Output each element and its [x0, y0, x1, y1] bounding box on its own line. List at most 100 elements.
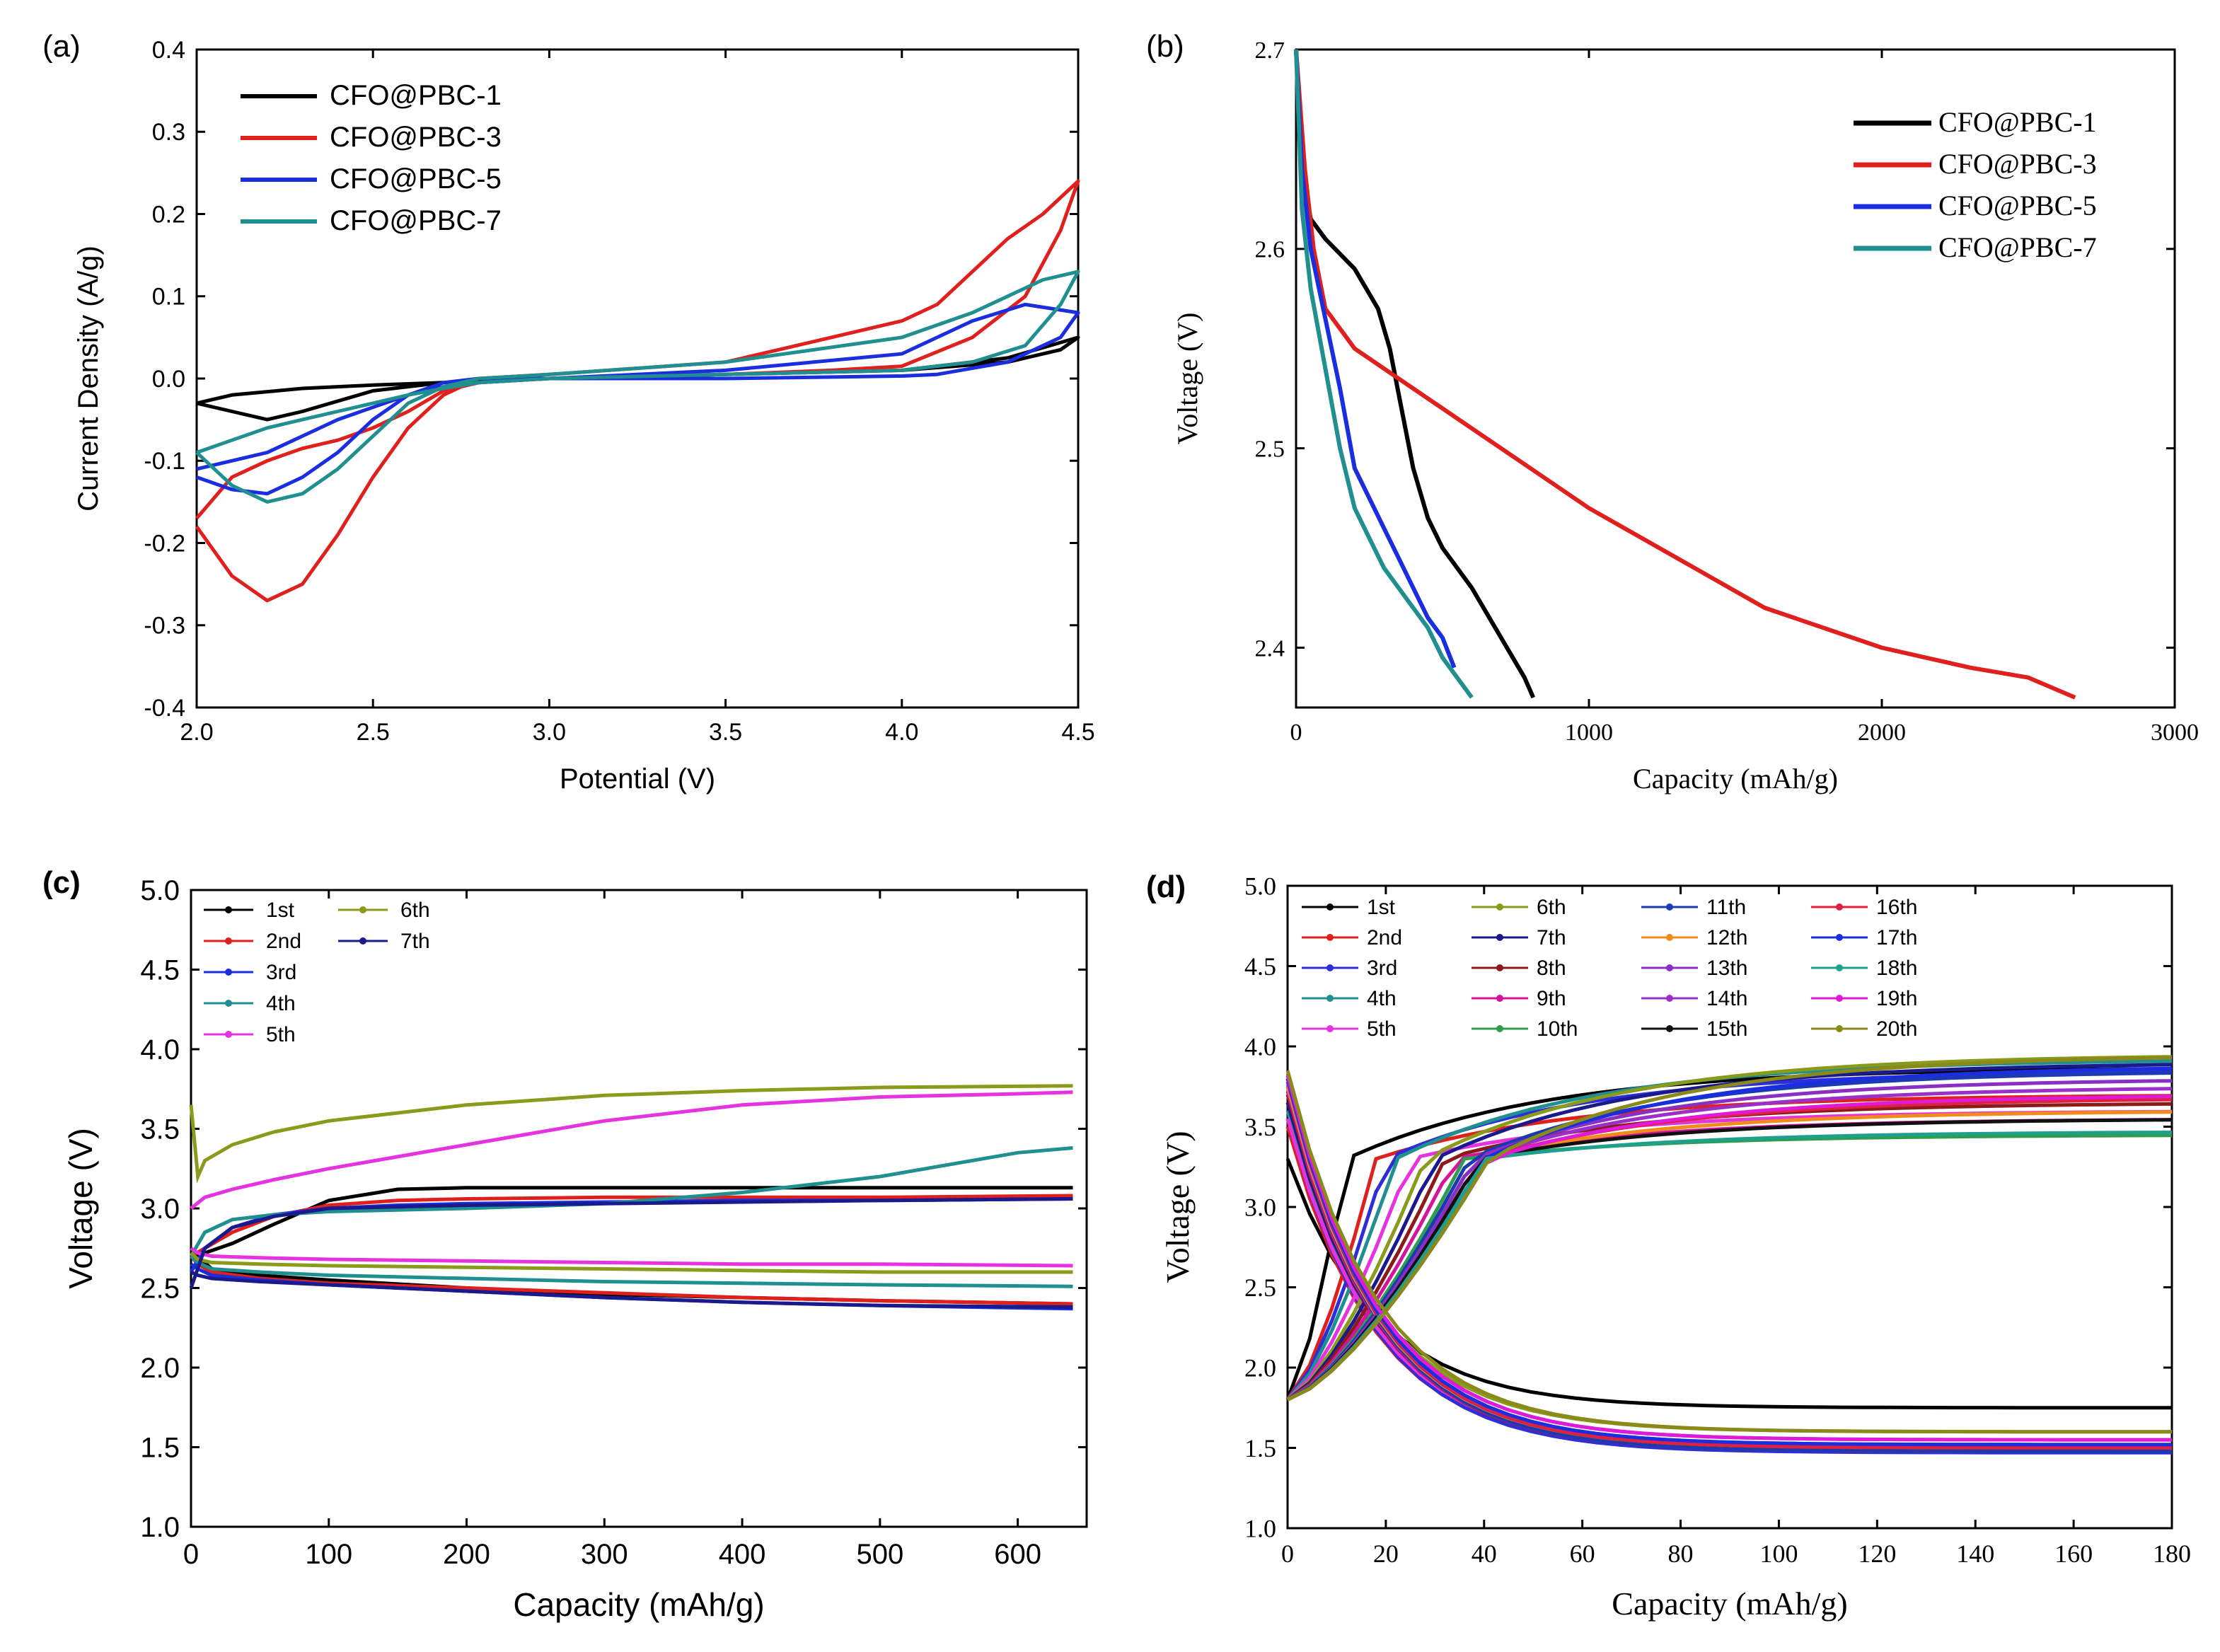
x-tick-label: 0: [1281, 1540, 1294, 1568]
y-tick-label: 4.0: [140, 1034, 180, 1065]
legend-marker: [1326, 995, 1334, 1002]
legend-label: 1st: [266, 899, 295, 922]
x-axis-label: Capacity (mAh/g): [1633, 763, 1838, 795]
legend-marker: [1666, 995, 1673, 1002]
y-tick-label: 2.5: [1255, 437, 1285, 463]
series-discharge-1st: [1285, 1157, 2172, 1410]
legend-marker: [1836, 964, 1843, 971]
y-tick-label: 1.5: [1244, 1434, 1276, 1462]
y-tick-label: 3.5: [140, 1114, 180, 1145]
panel-a: (a) 2.0 2.5 3.0 3.5 4.0 4.5 -0.4 -0.3 -0.2 -0.1 0.0…: [42, 29, 1095, 795]
legend-marker: [1666, 964, 1673, 971]
x-tick-label: 3000: [2151, 720, 2199, 746]
series-charge-5th: [190, 1090, 1073, 1210]
y-tick-label: 4.5: [1244, 952, 1276, 981]
series-charge-18th: [1286, 1131, 2173, 1402]
series-discharge-11th: [1285, 1086, 2172, 1453]
legend-label: 10th: [1537, 1017, 1578, 1041]
x-tick-label: 200: [443, 1539, 490, 1570]
series-discharge-7th: [1285, 1102, 2172, 1450]
y-tick-label: -0.3: [144, 613, 185, 640]
series-discharge-5th: [1285, 1118, 2172, 1450]
series-charge-7th: [189, 1197, 1073, 1289]
y-tick-label: 1.5: [140, 1433, 180, 1464]
plot-frame: [1295, 48, 2176, 709]
x-tick-label: 3.5: [709, 719, 742, 746]
series-line-CFO@PBC-7: [195, 270, 1080, 504]
legend-label: 20th: [1876, 1017, 1917, 1041]
y-tick-label: 0.0: [152, 366, 185, 393]
legend-label: 7th: [1537, 926, 1566, 949]
legend-marker: [1666, 1025, 1673, 1032]
series-line-CFO@PBC-3: [195, 179, 1080, 603]
series-discharge-7th: [190, 1270, 1073, 1309]
series-charge-13th: [1286, 1079, 2173, 1402]
x-tick-label: 4.5: [1061, 719, 1094, 746]
legend-marker: [1496, 995, 1503, 1002]
series-line-CFO@PBC-5: [196, 302, 1080, 496]
panel-d: (d) 0 20 40 60 80 100 120 140 160 180 1.0 1.5 2.0 2.5 3…: [1146, 870, 2191, 1622]
x-tick-label: 300: [581, 1539, 628, 1570]
x-tick-label: 40: [1472, 1540, 1497, 1568]
series-discharge-2nd: [190, 1254, 1073, 1306]
x-tick-label: 120: [1858, 1540, 1896, 1568]
series-line-CFO@PBC-5: [1294, 49, 1457, 669]
legend-label: 16th: [1876, 896, 1917, 919]
legend-marker: [225, 906, 232, 913]
x-axis-label: Capacity (mAh/g): [513, 1586, 764, 1623]
series-discharge-2nd: [1285, 1126, 2172, 1453]
x-tick-label: 500: [856, 1539, 903, 1570]
legend-marker: [1836, 995, 1843, 1002]
legend-marker: [1666, 934, 1673, 941]
legend-marker: [225, 1000, 232, 1007]
legend-label: 17th: [1876, 926, 1917, 949]
legend-label: 12th: [1706, 926, 1747, 949]
series-discharge-5th: [190, 1247, 1073, 1268]
x-tick-label: 80: [1668, 1540, 1694, 1568]
legend-label: 2nd: [266, 930, 301, 953]
legend-label: CFO@PBC-3: [330, 122, 502, 153]
legend-label: 7th: [400, 930, 430, 953]
panel-b: (b) 0 1000 2000 3000 2.4 2.5 2.6 2.7 Capacity (mA…: [1146, 29, 2199, 795]
series-discharge-19th: [1285, 1075, 2172, 1442]
legend-marker: [1326, 903, 1334, 911]
series-charge-4th: [189, 1146, 1073, 1257]
legend-label: 9th: [1537, 987, 1566, 1010]
legend-label: 14th: [1706, 987, 1747, 1010]
x-tick-label: 100: [305, 1539, 352, 1570]
x-tick-label: 60: [1570, 1540, 1595, 1568]
legend-label: 11th: [1706, 896, 1746, 919]
legend-label: CFO@PBC-7: [1938, 231, 2097, 263]
series-discharge-17th: [1285, 1078, 2172, 1447]
legend-label: 3rd: [1367, 957, 1397, 980]
x-tick-label: 100: [1759, 1540, 1798, 1568]
y-tick-label: 2.4: [1255, 635, 1285, 662]
y-tick-label: 0.1: [152, 284, 185, 311]
y-tick-label: 2.0: [140, 1353, 180, 1384]
legend-marker: [1836, 903, 1843, 911]
y-axis-label: Voltage (V): [1160, 1131, 1196, 1283]
panel-label: (a): [42, 29, 81, 64]
legend-label: 5th: [266, 1023, 296, 1046]
y-axis-label: Voltage (V): [1172, 313, 1203, 445]
series-charge-15th: [1286, 1118, 2173, 1402]
y-tick-label: 2.5: [1244, 1273, 1276, 1302]
panel-label: (d): [1146, 870, 1186, 904]
x-tick-label: 20: [1373, 1540, 1399, 1568]
x-tick-label: 4.0: [885, 719, 918, 746]
legend-label: CFO@PBC-7: [330, 205, 502, 236]
legend-label: 1st: [1367, 896, 1396, 919]
panel-label: (c): [42, 865, 81, 900]
series-line-CFO@PBC-1: [1294, 49, 1536, 699]
legend-label: CFO@PBC-1: [330, 80, 502, 111]
series-line-CFO@PBC-7: [1294, 49, 1474, 699]
series-discharge-4th: [190, 1254, 1073, 1288]
panel-c: (c) 0 100 200 300 400 500 600 1.0 1.5 2.0 2.5 3.0 3.5…: [42, 865, 1088, 1623]
x-tick-label: 0: [1290, 720, 1302, 746]
series-charge-6th: [1286, 1055, 2173, 1402]
legend-marker: [225, 969, 232, 976]
y-tick-label: 5.0: [1244, 872, 1276, 901]
legend-marker: [359, 937, 366, 945]
y-tick-label: 0.2: [152, 201, 185, 228]
x-tick-label: 400: [719, 1539, 766, 1570]
